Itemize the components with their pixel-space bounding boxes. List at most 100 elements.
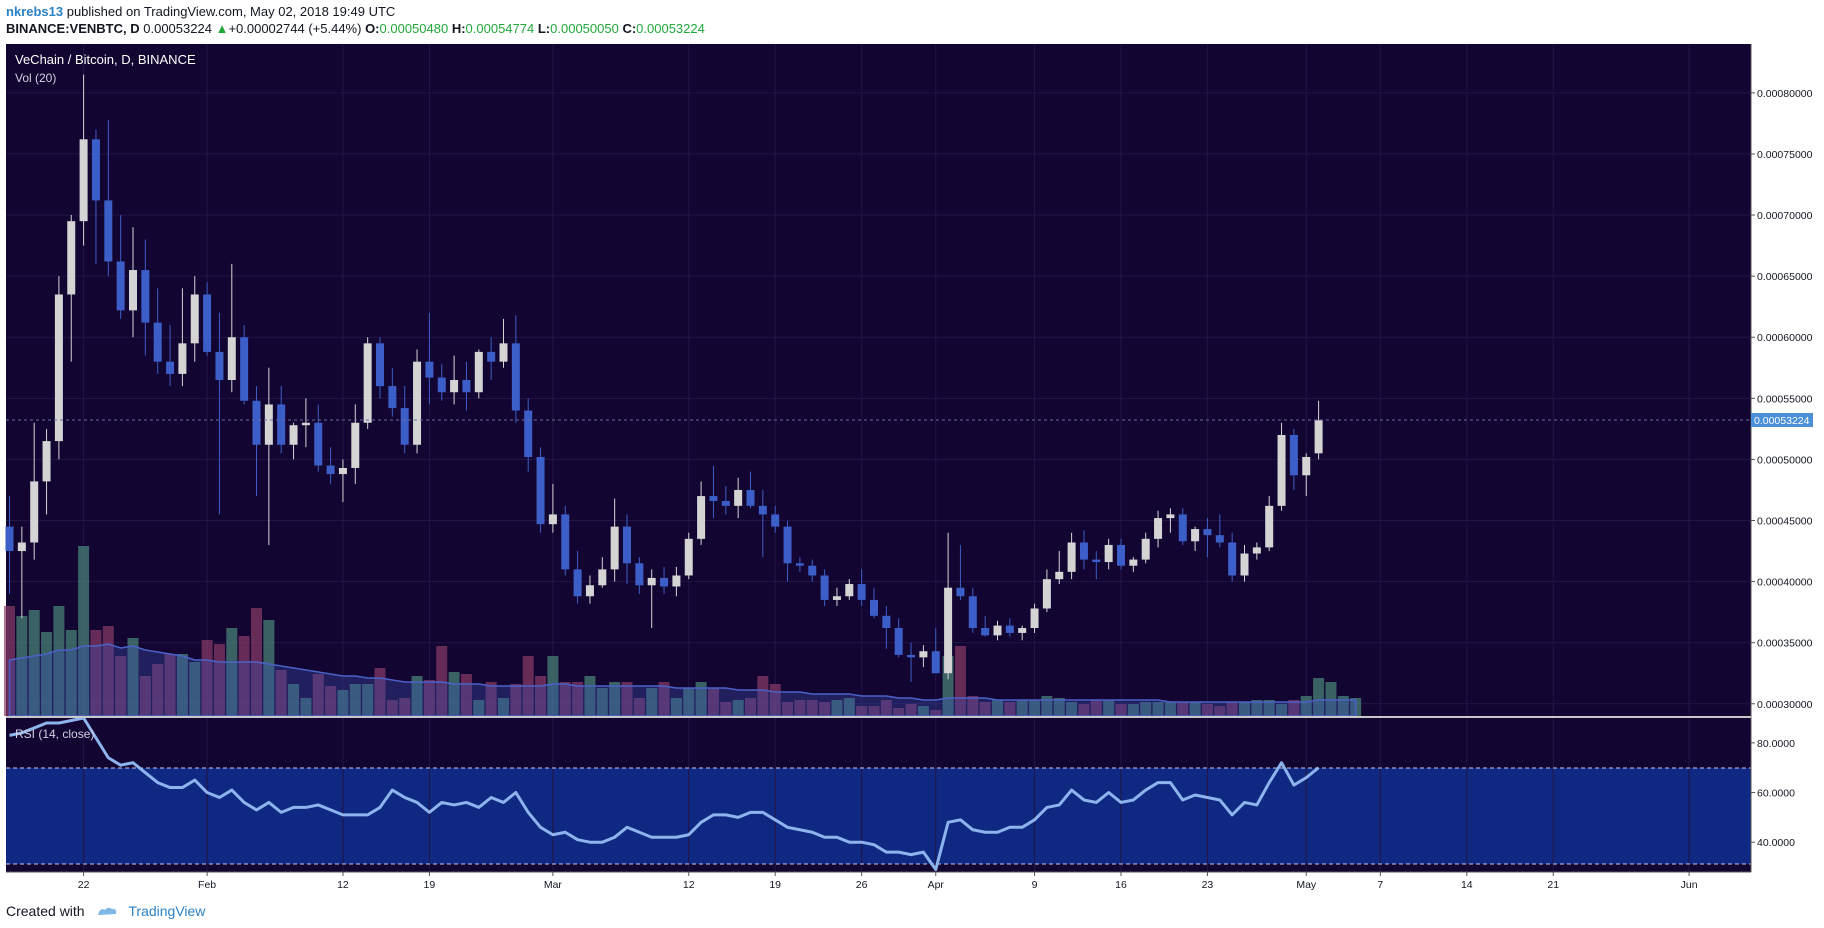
volume-bar [1337,696,1349,716]
candle-body [1289,434,1298,476]
volume-bar [1152,702,1164,716]
time-axis[interactable]: 22 Feb 12 19 Mar 12 19 26 Apr 9 16 23 May 7 14 21 Jun [78,872,1698,891]
candle-body [1129,559,1138,566]
volume-bar [1016,700,1028,716]
candle-body [79,139,88,222]
candle-body [388,386,397,409]
price-tick-label: 0.00075000 [1757,149,1813,161]
candle-body [870,599,878,616]
candle-body [1018,628,1027,633]
volume-bar [633,698,645,716]
candle-body [153,322,162,362]
candle-body [573,569,582,597]
volume-bar [695,682,707,716]
price-tick-label: 0.00060000 [1757,332,1813,344]
rsi-axis[interactable]: 80.0000 60.0000 40.0000 [1751,738,1795,849]
volume-bar [1066,702,1078,716]
volume-bar [399,698,411,716]
price-tick-label: 0.00070000 [1757,210,1813,222]
candle-body [598,569,607,586]
volume-bar [226,628,238,716]
volume-bar [1313,678,1325,716]
candle-body [820,575,829,600]
candle-body [1314,420,1323,454]
open-label: O: [365,21,380,36]
candle-body [116,261,125,311]
volume-bar [1053,698,1065,716]
chart-title: VeChain / Bitcoin, D, BINANCE [15,52,196,67]
volume-bar [102,626,114,716]
author-link[interactable]: nkrebs13 [6,4,64,19]
volume-bar [16,616,28,716]
candle-body [129,270,137,311]
candle-body [487,351,496,362]
candle-body [610,526,619,570]
candle-body [1302,456,1311,476]
time-tick-label: 21 [1547,879,1559,891]
candle-body [981,628,990,636]
volume-bar [1325,682,1337,716]
candle-body [931,651,940,674]
volume-bar [942,656,954,716]
volume-bar [757,676,769,716]
time-tick-label: 19 [769,879,781,891]
time-tick-label: Jun [1681,879,1698,891]
price-tick-label: 0.00080000 [1757,88,1813,100]
volume-bar [720,702,732,716]
volume-bar [584,676,596,716]
volume-bar [90,630,102,716]
candle-body [783,526,792,564]
time-tick-label: May [1296,879,1317,891]
candle-body [462,380,471,393]
volume-bar [1029,700,1041,716]
candle-body [67,221,76,295]
last-price: 0.00053224 [143,21,212,36]
candle-body [758,505,767,515]
candle-body [1042,579,1051,609]
volume-bar [1164,702,1176,716]
volume-bar [411,676,423,716]
candle-body [289,425,298,445]
tradingview-link[interactable]: TradingView [128,903,206,919]
volume-ma-area [8,643,1357,717]
last-price-tag-label: 0.00053224 [1754,415,1810,427]
price-chart[interactable]: 0.00080000 0.00075000 0.00070000 0.00065000… [0,0,1824,900]
change-value: +0.00002744 (+5.44%) [228,21,362,36]
volume-bar [1300,696,1312,716]
volume-bar [473,700,485,716]
time-tick-label: 23 [1202,879,1214,891]
price-pane-background [6,44,1751,716]
candle-body [907,654,916,658]
change-up-icon: ▲ [215,21,229,36]
candle-body [882,615,891,629]
volume-bar [1226,702,1238,716]
volume-bar [1214,706,1226,716]
rsi-tick-label: 60.0000 [1757,788,1795,800]
volume-bar [263,620,275,716]
candle-body [91,139,100,201]
rsi-band [6,768,1751,864]
low-label: L: [537,21,551,36]
candle-body [709,496,718,501]
candle-body [1055,571,1064,580]
volume-bar [868,706,880,716]
volume-bar [609,682,621,716]
volume-bar [41,632,53,716]
tradingview-logo-icon[interactable] [96,903,118,921]
volume-bar [1004,702,1016,716]
volume-bar [28,610,40,716]
candle-body [660,577,669,587]
open-value: 0.00050480 [379,21,449,36]
volume-bar [572,682,584,716]
volume-bar [1090,700,1102,716]
volume-bar [559,682,571,716]
volume-bar [954,646,966,716]
price-axis[interactable]: 0.00080000 0.00075000 0.00070000 0.00065000… [1751,88,1813,711]
candle-body [30,481,39,543]
volume-bar [139,676,151,716]
candle-body [437,377,446,393]
volume-bar [436,646,448,716]
candles [5,74,1323,682]
candle-body [623,526,631,564]
volume-bar [819,702,831,716]
